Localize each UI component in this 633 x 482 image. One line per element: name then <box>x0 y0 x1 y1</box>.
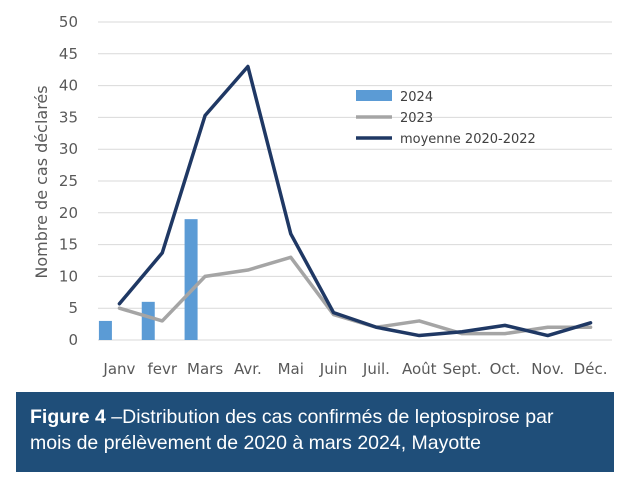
y-tick-label-25: 25 <box>59 172 78 190</box>
y-axis-ticks: 0 5 10 15 20 25 30 35 40 45 50 <box>59 13 78 349</box>
chart-area: 0 5 10 15 20 25 30 35 40 45 50 Janv fevr Mars Avr. Mai… <box>32 13 612 378</box>
x-tick-label-9: Oct. <box>490 360 521 378</box>
chart-svg: 0 5 10 15 20 25 30 35 40 45 50 Janv fevr Mars Avr. Mai… <box>32 13 612 378</box>
legend-label-0: 2024 <box>400 90 433 105</box>
gridlines <box>98 21 612 341</box>
bar-2024-Janv <box>98 320 112 340</box>
y-tick-label-15: 15 <box>59 236 78 254</box>
x-tick-label-0: Janv <box>102 360 135 378</box>
y-tick-label-20: 20 <box>59 204 78 222</box>
bars-2024 <box>98 219 198 340</box>
y-tick-label-35: 35 <box>59 108 78 126</box>
x-tick-label-7: Août <box>402 360 437 378</box>
caption-text: Figure 4 –Distribution des cas confirmés… <box>30 404 600 456</box>
y-axis-title: Nombre de cas déclarés <box>32 85 51 278</box>
legend-label-1: 2023 <box>400 111 433 126</box>
y-tick-label-5: 5 <box>68 299 78 317</box>
x-tick-label-11: Déc. <box>574 360 608 378</box>
y-tick-label-50: 50 <box>59 13 78 31</box>
legend: 2024 2023 moyenne 2020-2022 <box>356 90 536 147</box>
line-series-2 <box>117 64 593 338</box>
bar-2024-Mars <box>184 219 198 340</box>
legend-label-2: moyenne 2020-2022 <box>400 132 536 147</box>
y-tick-label-30: 30 <box>59 140 78 158</box>
caption-body: –Distribution des cas confirmés de lepto… <box>30 406 554 454</box>
y-tick-label-40: 40 <box>59 77 78 95</box>
y-tick-label-45: 45 <box>59 45 78 63</box>
x-tick-label-6: Juil. <box>362 360 390 378</box>
x-tick-label-5: Juin <box>319 360 348 378</box>
x-axis-ticks: Janv fevr Mars Avr. Mai Juin Juil. Août Sept. Oct… <box>102 360 607 378</box>
x-tick-label-8: Sept. <box>443 360 482 378</box>
x-tick-label-10: Nov. <box>531 360 564 378</box>
y-tick-label-0: 0 <box>68 331 78 349</box>
figure-caption: Figure 4 –Distribution des cas confirmés… <box>16 392 614 472</box>
bar-2024-fevr <box>141 301 155 340</box>
legend-swatch-0 <box>356 90 392 101</box>
y-tick-label-10: 10 <box>59 267 78 285</box>
x-tick-label-2: Mars <box>187 360 223 378</box>
series-lines <box>117 64 593 338</box>
x-tick-label-4: Mai <box>278 360 304 378</box>
x-tick-label-3: Avr. <box>234 360 262 378</box>
caption-label: Figure 4 <box>30 406 106 428</box>
x-tick-label-1: fevr <box>147 360 177 378</box>
